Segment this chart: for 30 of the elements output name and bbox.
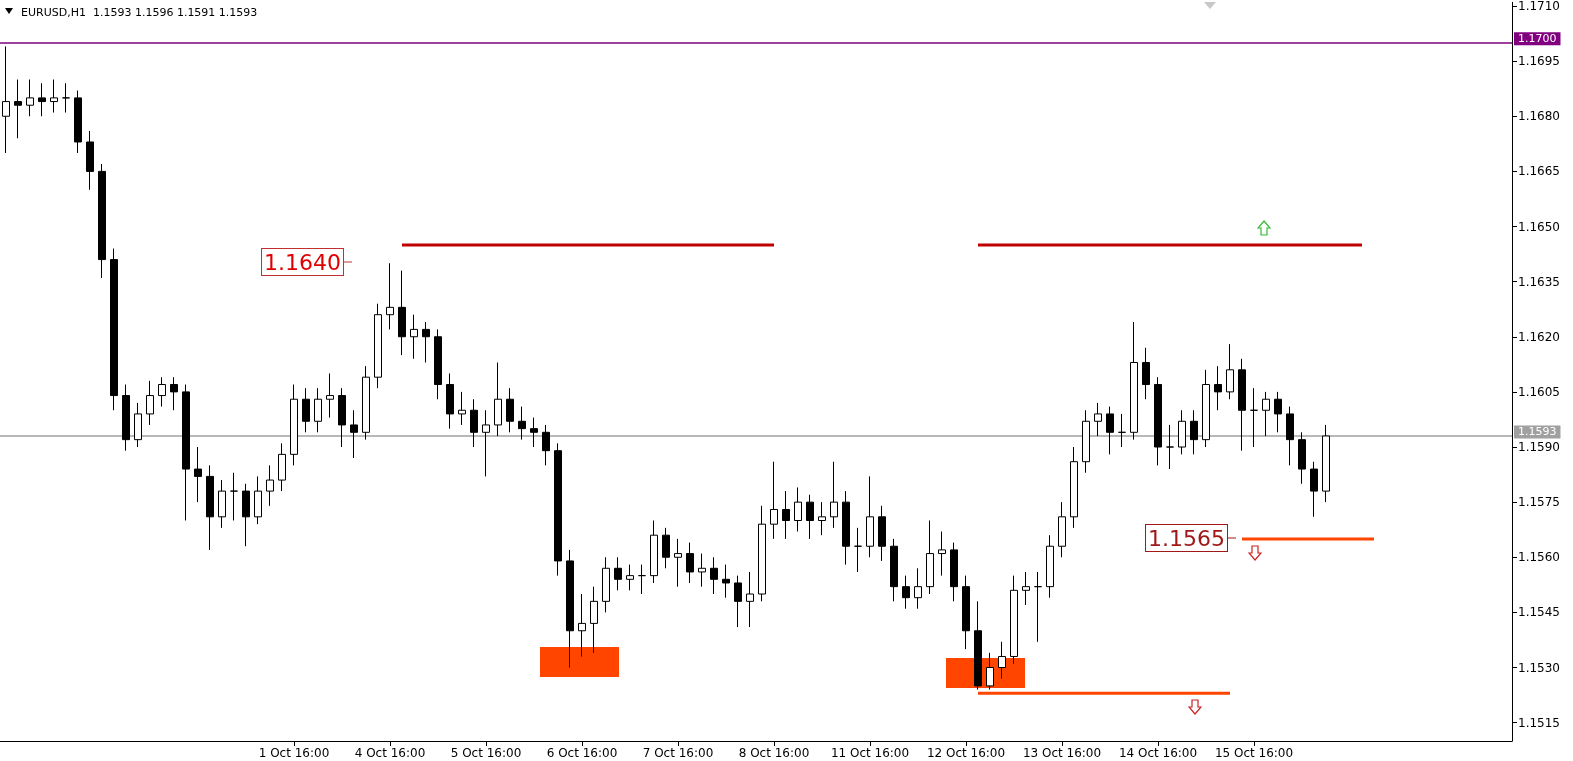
x-tick-label: 8 Oct 16:00 xyxy=(738,746,810,760)
y-tick-label: 1.1605 xyxy=(1518,384,1560,399)
ref-line-label: 1.1700 xyxy=(1518,32,1557,46)
x-tick-label: 14 Oct 16:00 xyxy=(1118,746,1198,760)
x-tick-label: 5 Oct 16:00 xyxy=(450,746,522,760)
y-tick-label: 1.1650 xyxy=(1518,219,1560,234)
annotation: 1.1565 xyxy=(1148,525,1225,551)
x-tick-label: 4 Oct 16:00 xyxy=(354,746,426,760)
y-tick-label: 1.1680 xyxy=(1518,109,1560,124)
x-tick-label: 12 Oct 16:00 xyxy=(926,746,1006,760)
y-tick-label: 1.1695 xyxy=(1518,54,1560,69)
x-tick-label: 6 Oct 16:00 xyxy=(546,746,618,760)
y-tick-label: 1.1515 xyxy=(1518,715,1560,730)
y-tick-label: 1.1530 xyxy=(1518,660,1560,675)
y-tick-label: 1.1590 xyxy=(1518,440,1560,454)
x-tick-label: 11 Oct 16:00 xyxy=(830,746,910,760)
chart-title: EURUSD,H1 1.1593 1.1596 1.1591 1.1593 xyxy=(21,6,258,19)
y-tick-label: 1.1620 xyxy=(1518,329,1560,344)
y-tick-label: 1.1635 xyxy=(1518,274,1560,289)
y-tick-label: 1.1545 xyxy=(1518,605,1560,620)
annotation: 1.1640 xyxy=(264,249,341,275)
y-tick-label: 1.1665 xyxy=(1518,164,1560,179)
x-tick-label: 7 Oct 16:00 xyxy=(642,746,714,760)
x-tick-label: 13 Oct 16:00 xyxy=(1022,746,1102,760)
x-tick-label: 15 Oct 16:00 xyxy=(1214,746,1294,760)
y-tick-label: 1.1575 xyxy=(1518,495,1560,510)
y-tick-label: 1.1560 xyxy=(1518,550,1560,565)
ref-line-label: 1.1593 xyxy=(1518,425,1557,439)
x-tick-label: 1 Oct 16:00 xyxy=(258,746,330,760)
y-tick-label: 1.1710 xyxy=(1518,0,1560,13)
